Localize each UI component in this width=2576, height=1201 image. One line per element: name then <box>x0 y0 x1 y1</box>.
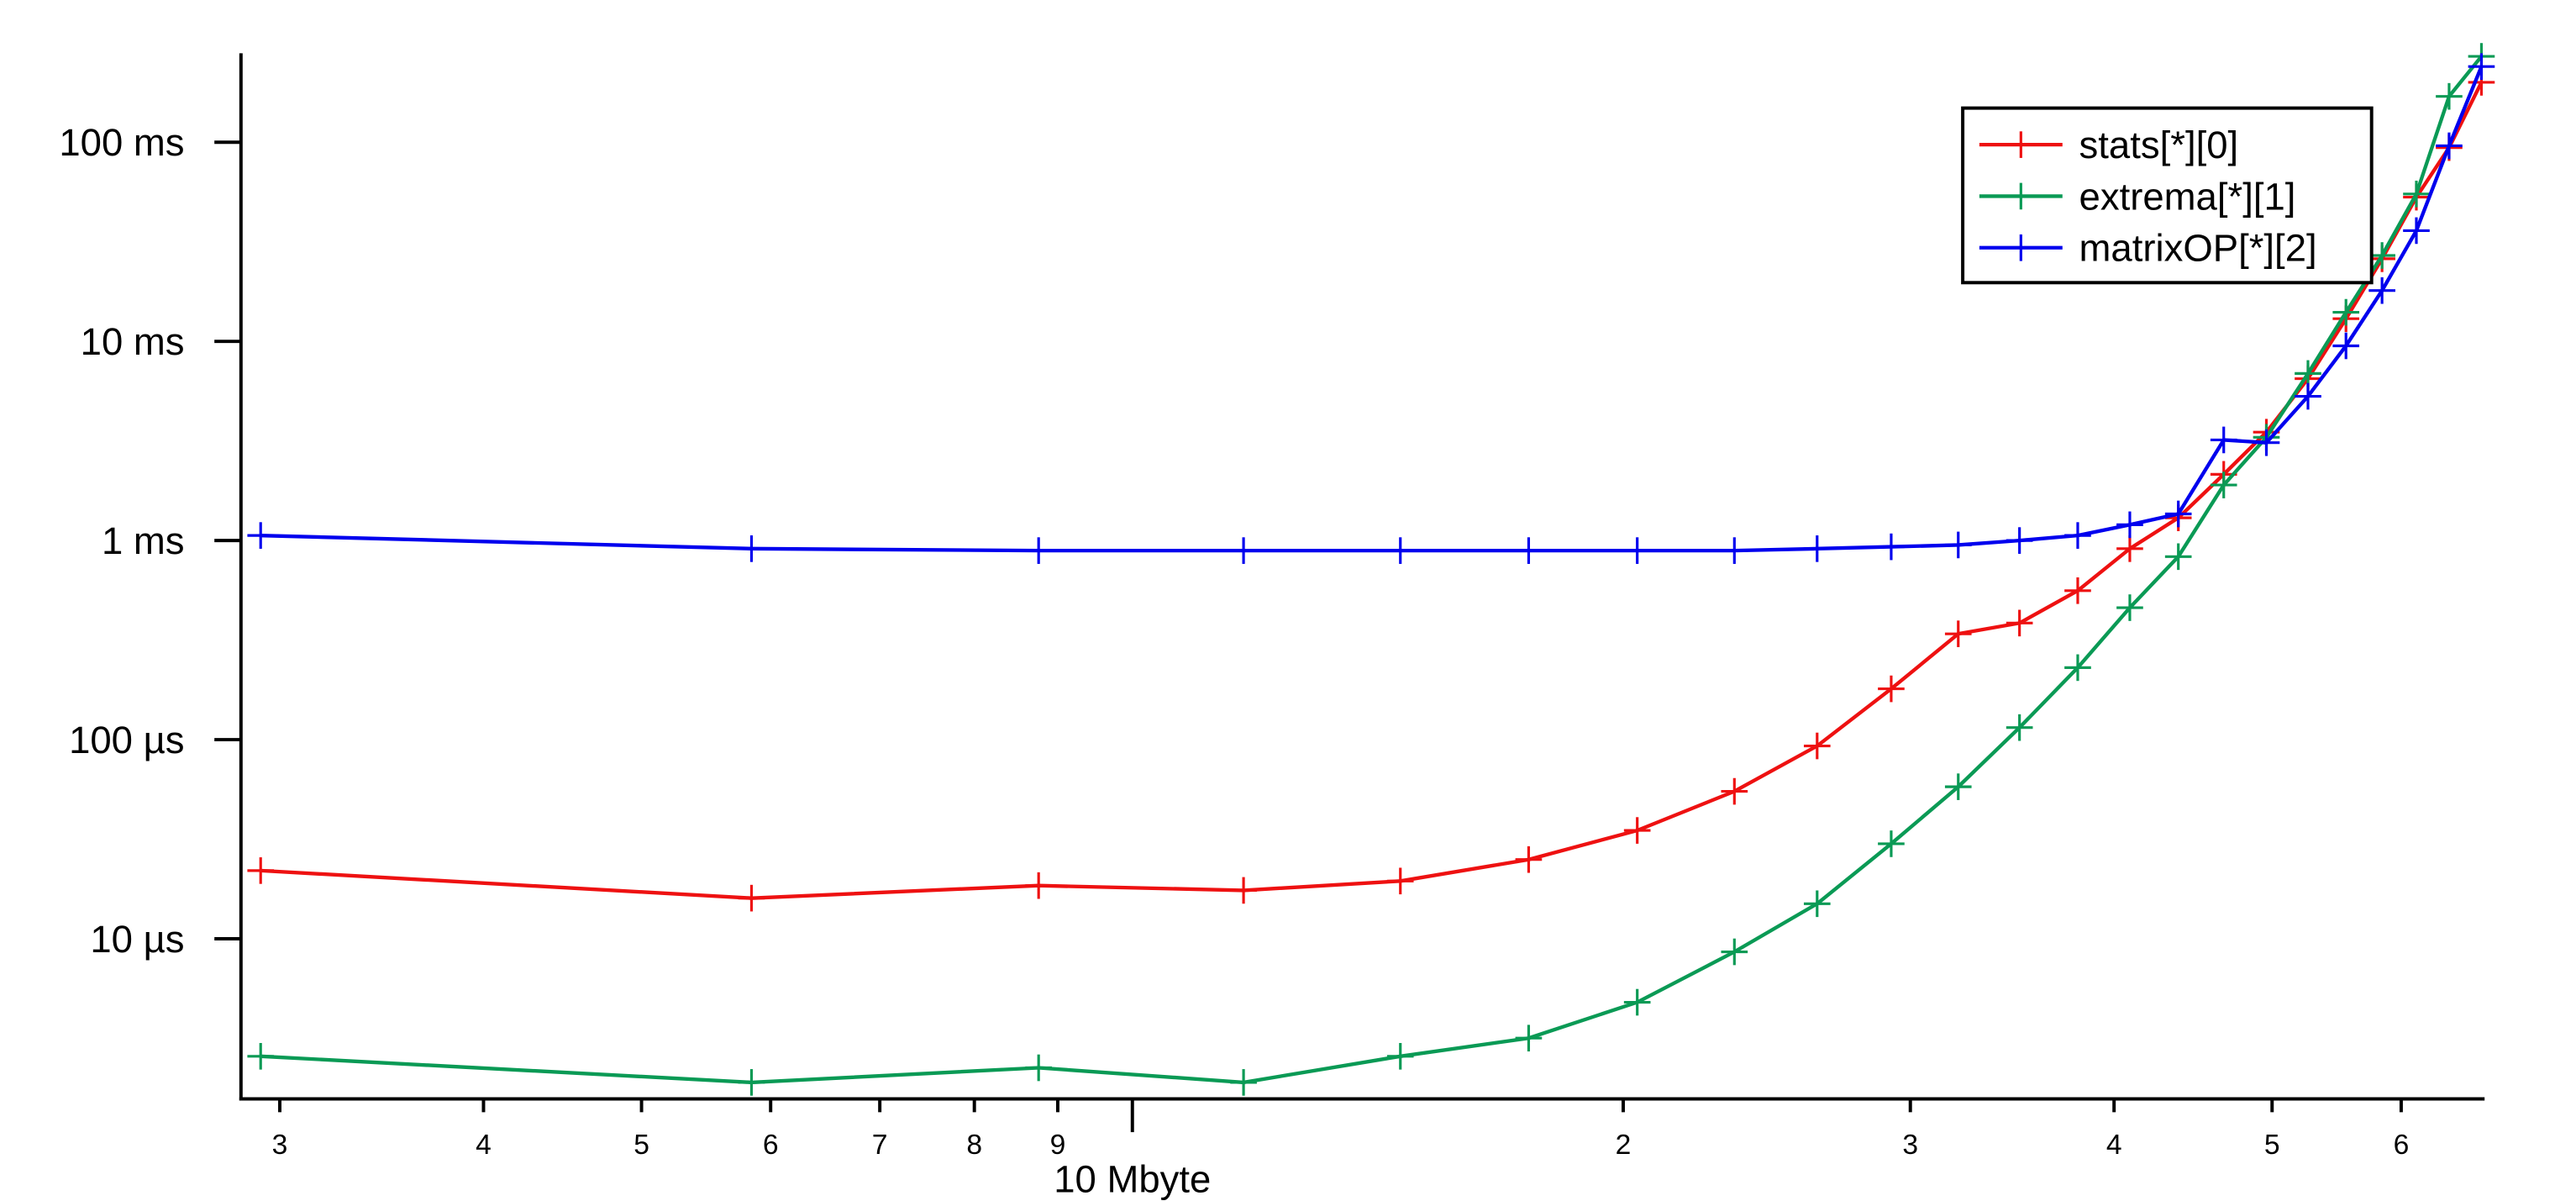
point <box>1230 1069 1257 1096</box>
legend-label: extrema[*][1] <box>2079 175 2296 218</box>
legend-label: stats[*][0] <box>2079 124 2239 166</box>
point <box>738 1069 765 1096</box>
point <box>2116 535 2143 562</box>
point <box>1386 537 1414 564</box>
point <box>1944 620 1972 647</box>
x-tick-label: 3 <box>1902 1130 1918 1161</box>
point <box>247 1042 275 1070</box>
point <box>1515 845 1543 873</box>
point <box>2210 471 2237 498</box>
y-tick-label: 10 ms <box>81 320 185 363</box>
legend-marker <box>2007 182 2035 210</box>
point <box>1944 531 1972 559</box>
series <box>247 53 2495 564</box>
point <box>2064 577 2091 604</box>
point <box>1230 877 1257 904</box>
point <box>1878 830 1905 857</box>
point <box>1721 537 1748 564</box>
point <box>1878 675 1905 703</box>
point <box>1515 1025 1543 1052</box>
y-tick-label: 100 µs <box>69 719 184 761</box>
point <box>2468 53 2495 81</box>
point <box>1386 1042 1414 1070</box>
series <box>247 43 2495 1096</box>
point <box>2332 332 2360 360</box>
point <box>1623 537 1651 564</box>
point <box>1944 773 1972 800</box>
point <box>1878 533 1905 561</box>
point <box>1025 1054 1053 1082</box>
point <box>1386 867 1414 895</box>
legend-label: matrixOP[*][2] <box>2079 227 2317 270</box>
point <box>2368 277 2395 304</box>
x-tick-label: 7 <box>872 1130 888 1161</box>
point <box>2210 426 2237 454</box>
point <box>1025 537 1053 564</box>
point <box>2164 543 2192 571</box>
point <box>2116 594 2143 621</box>
y-tick-label: 100 ms <box>59 121 184 164</box>
point <box>1803 535 1831 562</box>
point <box>2164 500 2192 528</box>
legend-marker <box>2007 234 2035 261</box>
point <box>2006 714 2033 741</box>
point <box>1515 537 1543 564</box>
x-tick-label: 3 <box>272 1130 288 1161</box>
y-tick-label: 10 µs <box>90 918 184 961</box>
point <box>2006 527 2033 554</box>
x-tick-label: 4 <box>2106 1130 2122 1161</box>
x-tick-label: 4 <box>476 1130 492 1161</box>
x-tick-label: 6 <box>2394 1130 2410 1161</box>
point <box>2436 132 2463 160</box>
point <box>247 857 275 884</box>
point <box>1025 872 1053 899</box>
point <box>1623 817 1651 844</box>
point <box>738 535 765 562</box>
point <box>1803 732 1831 760</box>
x-tick-label: 5 <box>633 1130 649 1161</box>
x-tick-label: 8 <box>966 1130 982 1161</box>
x-tick-label: 10 Mbyte <box>1054 1157 1211 1200</box>
legend-marker <box>2007 131 2035 158</box>
x-tick-label: 2 <box>1616 1130 1632 1161</box>
point <box>2295 360 2321 387</box>
point <box>2116 511 2143 539</box>
point <box>1623 988 1651 1016</box>
x-tick-label: 5 <box>2264 1130 2280 1161</box>
legend: stats[*][0] extrema[*][1] matrixOP[*][2] <box>1961 106 2374 285</box>
point <box>1721 777 1748 805</box>
x-tick-label: 6 <box>763 1130 779 1161</box>
point <box>2006 609 2033 637</box>
point <box>2403 180 2430 208</box>
point <box>247 522 275 549</box>
point <box>2253 429 2280 456</box>
point <box>1721 938 1748 966</box>
point <box>2295 382 2321 410</box>
point <box>1803 890 1831 918</box>
point <box>1230 537 1257 564</box>
y-tick-label: 1 ms <box>102 519 185 562</box>
point <box>738 884 765 912</box>
point <box>2403 217 2430 245</box>
x-tick-label: 9 <box>1050 1130 1066 1161</box>
point <box>2332 298 2360 326</box>
point <box>2064 654 2091 682</box>
point <box>2064 522 2091 549</box>
point <box>2436 82 2463 110</box>
